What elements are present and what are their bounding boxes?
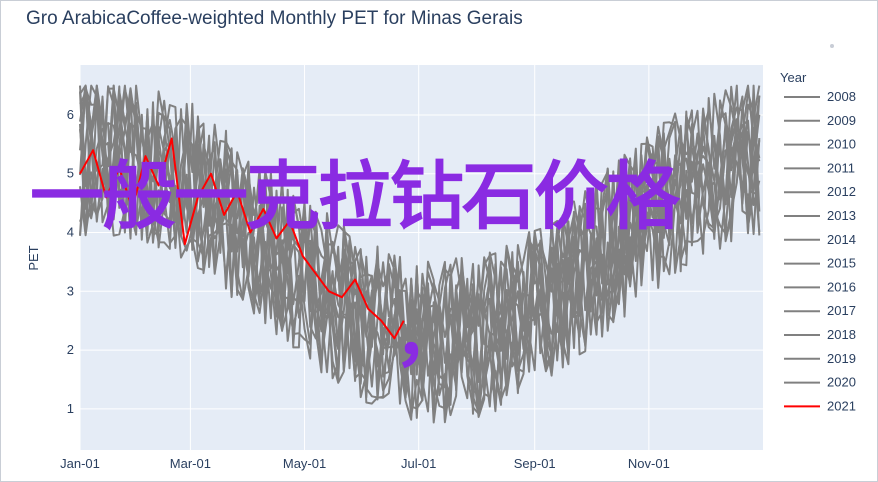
x-tick-label: Sep-01 bbox=[514, 456, 556, 471]
x-tick-label: Nov-01 bbox=[628, 456, 670, 471]
y-tick-label: 3 bbox=[67, 283, 74, 298]
legend-item-2011[interactable]: 2011 bbox=[827, 160, 855, 175]
modebar-indicator[interactable] bbox=[830, 44, 834, 48]
legend-title: Year bbox=[780, 70, 807, 85]
legend-item-2020[interactable]: 2020 bbox=[827, 375, 856, 390]
x-tick-label: May-01 bbox=[283, 456, 326, 471]
series-line-2019 bbox=[79, 84, 761, 415]
x-tick-label: Mar-01 bbox=[170, 456, 211, 471]
legend-item-2019[interactable]: 2019 bbox=[827, 351, 856, 366]
series-lines bbox=[79, 84, 761, 424]
legend-item-2018[interactable]: 2018 bbox=[827, 327, 856, 342]
x-tick-label: Jul-01 bbox=[401, 456, 436, 471]
series-line-2018 bbox=[79, 84, 761, 417]
legend-item-2016[interactable]: 2016 bbox=[827, 279, 856, 294]
series-line-2013 bbox=[79, 84, 761, 410]
legend: Year 2008 2009 2010 2011 2012 2013 2014 2015 2016… bbox=[780, 70, 856, 413]
y-tick-label: 6 bbox=[67, 107, 74, 122]
chart-title: Gro ArabicaCoffee-weighted Monthly PET f… bbox=[26, 8, 523, 29]
x-tick-label: Jan-01 bbox=[60, 456, 100, 471]
legend-item-2021[interactable]: 2021 bbox=[827, 398, 856, 413]
y-tick-label: 4 bbox=[67, 225, 74, 240]
legend-item-2008[interactable]: 2008 bbox=[827, 89, 856, 104]
y-tick-label: 2 bbox=[67, 342, 74, 357]
legend-item-2015[interactable]: 2015 bbox=[827, 256, 856, 271]
legend-item-2009[interactable]: 2009 bbox=[827, 113, 856, 128]
legend-item-2012[interactable]: 2012 bbox=[827, 184, 856, 199]
legend-item-2013[interactable]: 2013 bbox=[827, 208, 856, 223]
legend-item-2017[interactable]: 2017 bbox=[827, 303, 856, 318]
legend-item-2010[interactable]: 2010 bbox=[827, 137, 856, 152]
y-tick-label: 1 bbox=[67, 401, 74, 416]
series-line-2021 bbox=[79, 137, 405, 340]
legend-item-2014[interactable]: 2014 bbox=[827, 232, 856, 247]
y-axis-title: PET bbox=[26, 245, 41, 270]
y-axis-ticks: 1 2 3 4 5 6 bbox=[67, 107, 74, 416]
x-axis-ticks: Jan-01 Mar-01 May-01 Jul-01 Sep-01 Nov-01 bbox=[60, 456, 670, 471]
y-tick-label: 5 bbox=[67, 166, 74, 181]
